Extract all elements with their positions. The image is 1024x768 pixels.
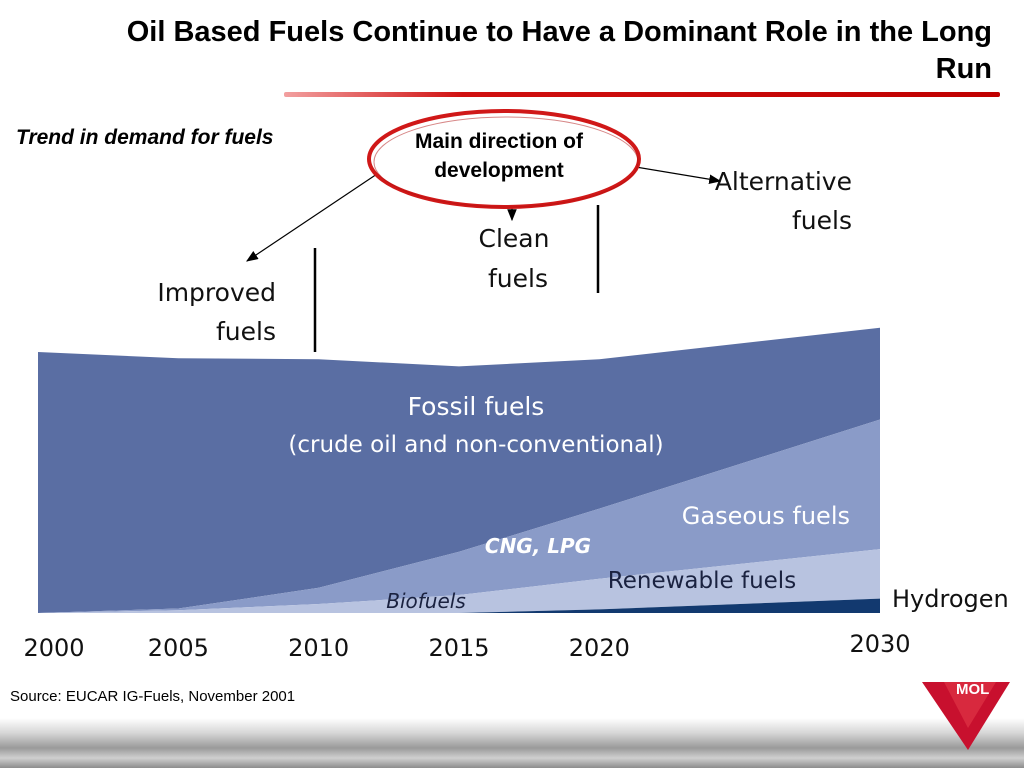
footer-band [0,718,1024,768]
fossil-area [38,327,880,613]
x-tick-2030: 2030 [849,630,910,658]
x-tick-2010: 2010 [288,634,349,662]
biofuels-label: Biofuels [386,589,466,613]
callout-line2: development [434,159,564,182]
chart-subtitle: Trend in demand for fuels [16,126,274,149]
x-tick-2015: 2015 [428,634,489,662]
arrow-to-alternative [629,165,722,184]
callout-ellipse-shadow [373,116,639,208]
fossil-label-line1: Fossil fuels [408,392,545,421]
arrow-to-improved [246,171,381,262]
mol-logo: MOL [922,681,1010,750]
cng-lpg-label: CNG, LPG [485,534,591,558]
gaseous-label: Gaseous fuels [682,502,850,530]
hydrogen-area [38,598,880,613]
renewable-area [38,549,880,613]
alternative-fuels-line1: Alternative [715,167,852,196]
title-underline [284,92,1000,97]
renewable-label: Renewable fuels [608,568,796,594]
fossil-label-line2: (crude oil and non-conventional) [288,432,663,458]
alternative-fuels-line2: fuels [792,206,852,235]
hydrogen-label: Hydrogen [892,585,1009,613]
svg-text:MOL: MOL [956,681,989,698]
x-tick-2000: 2000 [23,634,84,662]
improved-fuels-line1: Improved [157,278,276,307]
page-title: Oil Based Fuels Continue to Have a Domin… [126,16,992,85]
clean-fuels-line1: Clean [479,224,550,253]
x-tick-2020: 2020 [569,634,630,662]
callout-line1: Main direction of [415,130,584,153]
x-tick-2005: 2005 [148,634,209,662]
improved-fuels-line2: fuels [216,317,276,346]
clean-fuels-line2: fuels [488,264,548,293]
source-note: Source: EUCAR IG-Fuels, November 2001 [10,688,296,705]
gaseous-area [38,419,880,613]
